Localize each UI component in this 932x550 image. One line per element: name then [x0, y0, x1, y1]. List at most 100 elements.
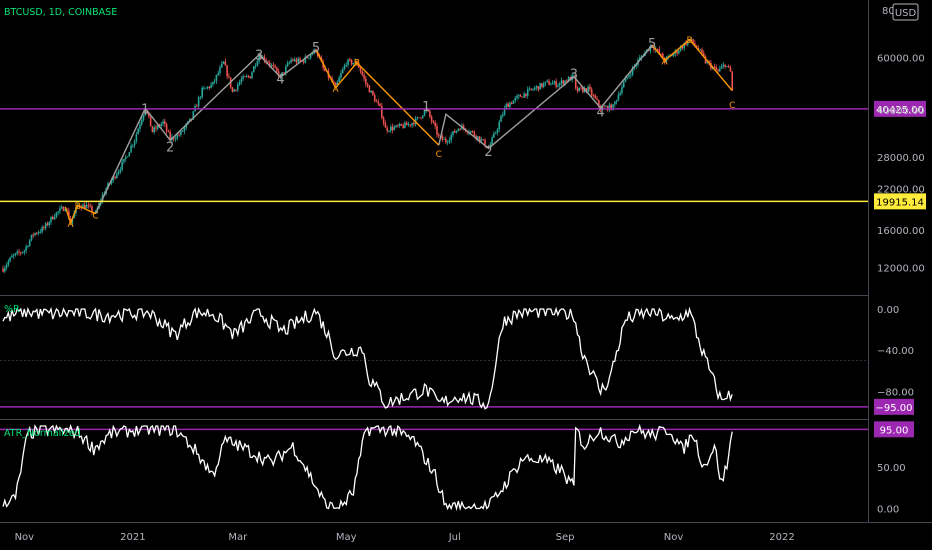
candle: [363, 72, 365, 82]
time-axis-tick-label: Nov: [664, 532, 684, 543]
candle-body: [252, 66, 255, 73]
price-axis-tick-label: 40000.00: [877, 106, 925, 117]
candle-body: [587, 86, 589, 92]
candle: [361, 69, 364, 77]
candle: [60, 204, 63, 210]
candle: [605, 104, 607, 108]
candle-body: [53, 217, 56, 220]
candle: [557, 83, 559, 88]
wave-label: 2: [484, 145, 492, 160]
candle: [551, 80, 554, 85]
candle-body: [91, 206, 93, 213]
candle-body: [445, 138, 447, 143]
candle-body: [183, 127, 186, 132]
candle: [541, 83, 543, 89]
atr-level-tag: [874, 421, 914, 438]
candle-body: [352, 62, 355, 65]
candle: [3, 265, 6, 274]
candle-body: [336, 81, 339, 86]
candle-body: [263, 56, 266, 61]
candle-body: [217, 73, 220, 75]
candle-body: [498, 121, 501, 130]
candle-body: [188, 118, 191, 122]
candle: [151, 126, 154, 133]
elliott-wave-line: [438, 44, 653, 150]
candle-body: [546, 80, 549, 82]
candle: [514, 96, 517, 104]
candle: [210, 81, 212, 89]
candle: [341, 67, 344, 74]
candle-body: [589, 86, 591, 90]
candle-body: [37, 232, 40, 234]
candle-body: [341, 69, 344, 74]
candle: [242, 74, 244, 82]
candle: [391, 123, 394, 134]
candle: [537, 86, 540, 92]
candle-body: [299, 58, 301, 61]
candle: [622, 79, 625, 89]
candle: [423, 109, 426, 117]
candle-body: [672, 53, 675, 56]
candle-body: [206, 86, 209, 88]
candle: [726, 66, 728, 68]
candle-body: [349, 59, 351, 61]
candle: [555, 78, 557, 89]
candle-body: [525, 93, 527, 96]
candle-body: [516, 96, 518, 98]
candle-body: [5, 264, 8, 268]
candle: [729, 65, 732, 72]
candle-body: [423, 110, 426, 116]
candle-body: [117, 171, 120, 175]
candle-body: [532, 89, 534, 91]
candle: [530, 88, 533, 91]
candle: [52, 215, 54, 220]
candle: [430, 114, 433, 125]
candle-body: [44, 223, 47, 229]
candle-body: [258, 55, 260, 62]
candle: [533, 85, 536, 91]
candle: [407, 121, 410, 127]
candle-body: [165, 124, 168, 131]
candle-body: [35, 233, 38, 234]
candle-body: [114, 176, 116, 178]
candle-body: [43, 227, 45, 229]
candle: [183, 127, 186, 135]
candle: [478, 135, 481, 144]
candle-body: [436, 126, 438, 135]
candle-body: [144, 110, 147, 116]
candle: [286, 60, 289, 68]
indicator-title-atr-normalized: ATR_Normalized: [4, 428, 81, 439]
candle-body: [174, 138, 177, 140]
candle: [309, 54, 312, 60]
candle: [354, 58, 356, 64]
candle-body: [268, 62, 271, 66]
candle: [649, 44, 652, 54]
candle-body: [116, 174, 118, 178]
price-axis-tick-label: 80: [882, 6, 895, 17]
candle-body: [482, 139, 485, 140]
level-price-tag: [874, 193, 926, 210]
candle-body: [437, 134, 440, 137]
candle: [448, 137, 451, 145]
candle-body: [679, 46, 682, 51]
candle: [386, 125, 388, 134]
candle: [44, 222, 47, 231]
candle-body: [640, 56, 643, 58]
candle: [245, 74, 248, 78]
candle: [368, 84, 371, 93]
candle: [233, 88, 236, 92]
candle-body: [215, 74, 218, 81]
currency-badge[interactable]: USD: [892, 3, 919, 21]
candle-body: [718, 68, 721, 72]
candle: [213, 78, 216, 85]
candle: [679, 45, 682, 52]
candle: [212, 81, 214, 87]
candle-body: [398, 124, 401, 127]
candle-body: [727, 66, 730, 68]
candle-body: [219, 67, 221, 74]
candle-body: [153, 127, 155, 132]
candle-body: [713, 66, 716, 68]
candle: [240, 76, 243, 85]
